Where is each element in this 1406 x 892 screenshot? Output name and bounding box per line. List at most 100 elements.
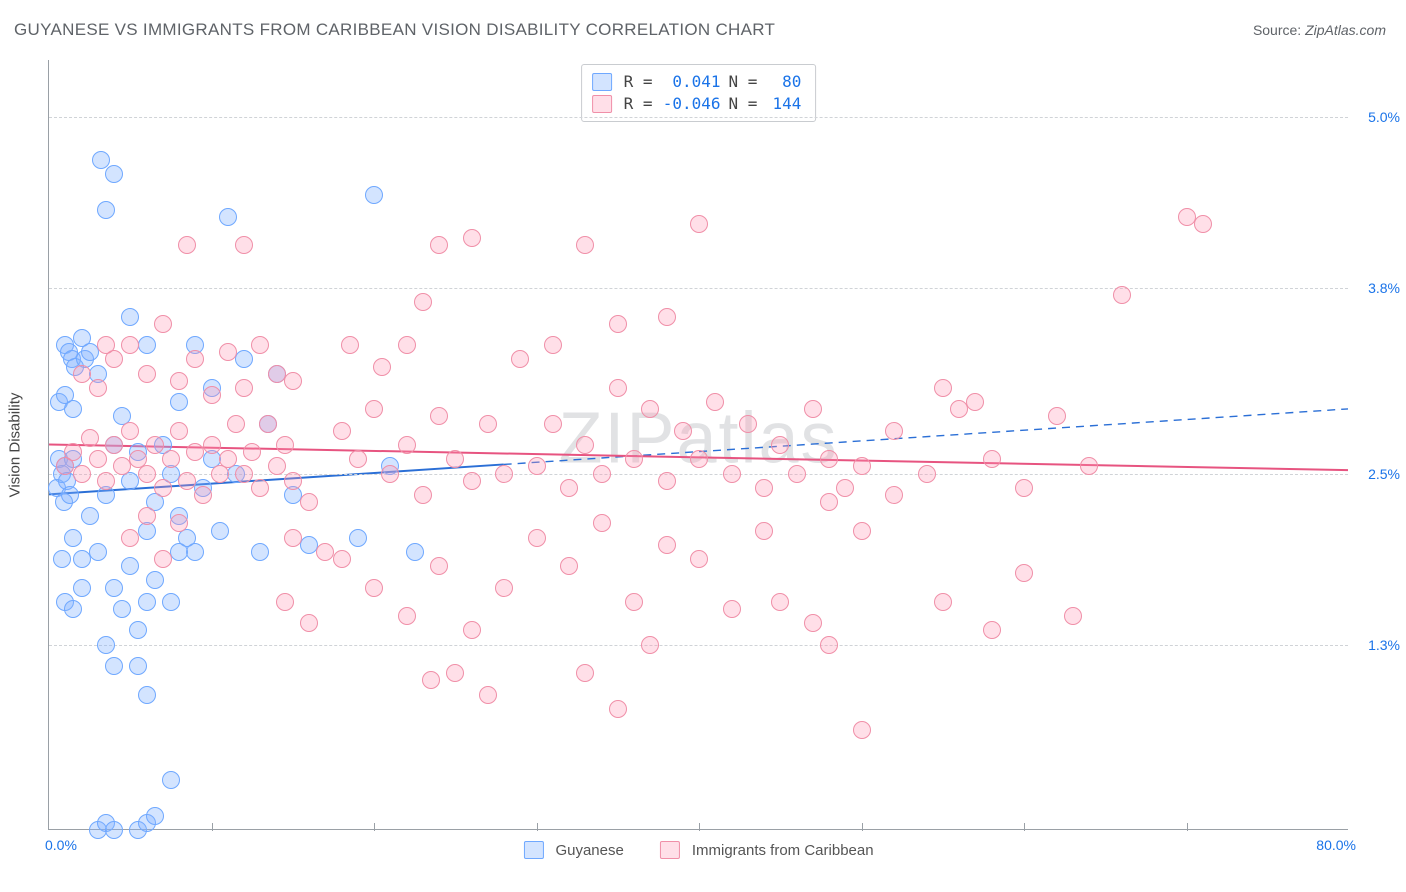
scatter-point-series2 (853, 721, 871, 739)
scatter-point-series1 (121, 308, 139, 326)
scatter-point-series2 (422, 671, 440, 689)
scatter-point-series2 (365, 400, 383, 418)
scatter-point-series1 (64, 529, 82, 547)
source-value: ZipAtlas.com (1305, 22, 1386, 38)
chart-container: GUYANESE VS IMMIGRANTS FROM CARIBBEAN VI… (0, 0, 1406, 892)
scatter-point-series2 (170, 372, 188, 390)
scatter-point-series2 (641, 400, 659, 418)
scatter-point-series2 (771, 436, 789, 454)
scatter-point-series1 (146, 571, 164, 589)
scatter-point-series2 (64, 443, 82, 461)
scatter-point-series2 (73, 365, 91, 383)
scatter-point-series2 (690, 550, 708, 568)
scatter-point-series2 (446, 450, 464, 468)
scatter-point-series2 (723, 465, 741, 483)
scatter-point-series2 (430, 407, 448, 425)
scatter-point-series2 (333, 550, 351, 568)
scatter-point-series2 (463, 621, 481, 639)
scatter-point-series1 (349, 529, 367, 547)
swatch-series2 (592, 95, 612, 113)
swatch-series1 (592, 73, 612, 91)
scatter-point-series2 (186, 350, 204, 368)
scatter-point-series2 (203, 436, 221, 454)
scatter-point-series2 (706, 393, 724, 411)
scatter-point-series2 (804, 400, 822, 418)
scatter-point-series2 (576, 436, 594, 454)
scatter-point-series2 (121, 336, 139, 354)
scatter-point-series2 (674, 422, 692, 440)
n-value-series2: 144 (765, 93, 801, 115)
scatter-point-series2 (1048, 407, 1066, 425)
scatter-point-series2 (138, 465, 156, 483)
scatter-point-series1 (64, 600, 82, 618)
legend-item-series1: Guyanese (523, 841, 623, 859)
scatter-point-series2 (146, 436, 164, 454)
scatter-point-series2 (121, 529, 139, 547)
x-tick (862, 823, 863, 831)
scatter-point-series2 (755, 522, 773, 540)
swatch-series1-bottom (523, 841, 543, 859)
scatter-point-series2 (690, 450, 708, 468)
scatter-point-series2 (560, 479, 578, 497)
scatter-point-series2 (97, 472, 115, 490)
x-axis-max-label: 80.0% (1316, 837, 1356, 853)
n-value-series1: 80 (765, 71, 801, 93)
scatter-point-series2 (820, 636, 838, 654)
scatter-point-series2 (885, 422, 903, 440)
scatter-point-series2 (398, 607, 416, 625)
scatter-point-series2 (966, 393, 984, 411)
scatter-point-series2 (138, 365, 156, 383)
r-label: R = (624, 71, 653, 93)
scatter-point-series1 (211, 522, 229, 540)
scatter-point-series2 (81, 429, 99, 447)
chart-title: GUYANESE VS IMMIGRANTS FROM CARIBBEAN VI… (14, 20, 775, 40)
scatter-point-series2 (105, 436, 123, 454)
scatter-point-series2 (154, 315, 172, 333)
scatter-point-series1 (219, 208, 237, 226)
scatter-point-series2 (219, 343, 237, 361)
scatter-point-series2 (771, 593, 789, 611)
scatter-point-series2 (138, 507, 156, 525)
scatter-point-series2 (284, 372, 302, 390)
scatter-point-series2 (983, 450, 1001, 468)
scatter-point-series2 (755, 479, 773, 497)
scatter-point-series2 (463, 229, 481, 247)
scatter-point-series2 (495, 465, 513, 483)
scatter-point-series2 (398, 436, 416, 454)
scatter-point-series1 (61, 486, 79, 504)
scatter-point-series2 (625, 450, 643, 468)
x-tick (537, 823, 538, 831)
scatter-point-series1 (129, 657, 147, 675)
scatter-point-series1 (121, 557, 139, 575)
scatter-point-series2 (414, 293, 432, 311)
scatter-point-series2 (1015, 479, 1033, 497)
scatter-point-series1 (81, 507, 99, 525)
legend-label-series1: Guyanese (555, 842, 623, 859)
scatter-point-series1 (365, 186, 383, 204)
scatter-point-series2 (300, 493, 318, 511)
legend-label-series2: Immigrants from Caribbean (692, 842, 874, 859)
scatter-point-series2 (284, 472, 302, 490)
scatter-point-series2 (178, 236, 196, 254)
scatter-point-series2 (609, 379, 627, 397)
scatter-point-series1 (105, 657, 123, 675)
scatter-point-series2 (511, 350, 529, 368)
scatter-point-series1 (251, 543, 269, 561)
y-tick-label: 2.5% (1352, 466, 1400, 482)
n-label: N = (729, 71, 758, 93)
source-label: Source: (1253, 22, 1305, 38)
scatter-point-series1 (162, 771, 180, 789)
scatter-point-series2 (853, 457, 871, 475)
scatter-point-series2 (625, 593, 643, 611)
x-tick (374, 823, 375, 831)
scatter-point-series2 (430, 557, 448, 575)
scatter-point-series2 (593, 514, 611, 532)
scatter-point-series1 (97, 636, 115, 654)
scatter-point-series2 (934, 379, 952, 397)
scatter-point-series2 (479, 415, 497, 433)
scatter-point-series1 (138, 686, 156, 704)
scatter-point-series2 (219, 450, 237, 468)
scatter-point-series2 (853, 522, 871, 540)
scatter-point-series2 (1015, 564, 1033, 582)
scatter-point-series2 (235, 236, 253, 254)
